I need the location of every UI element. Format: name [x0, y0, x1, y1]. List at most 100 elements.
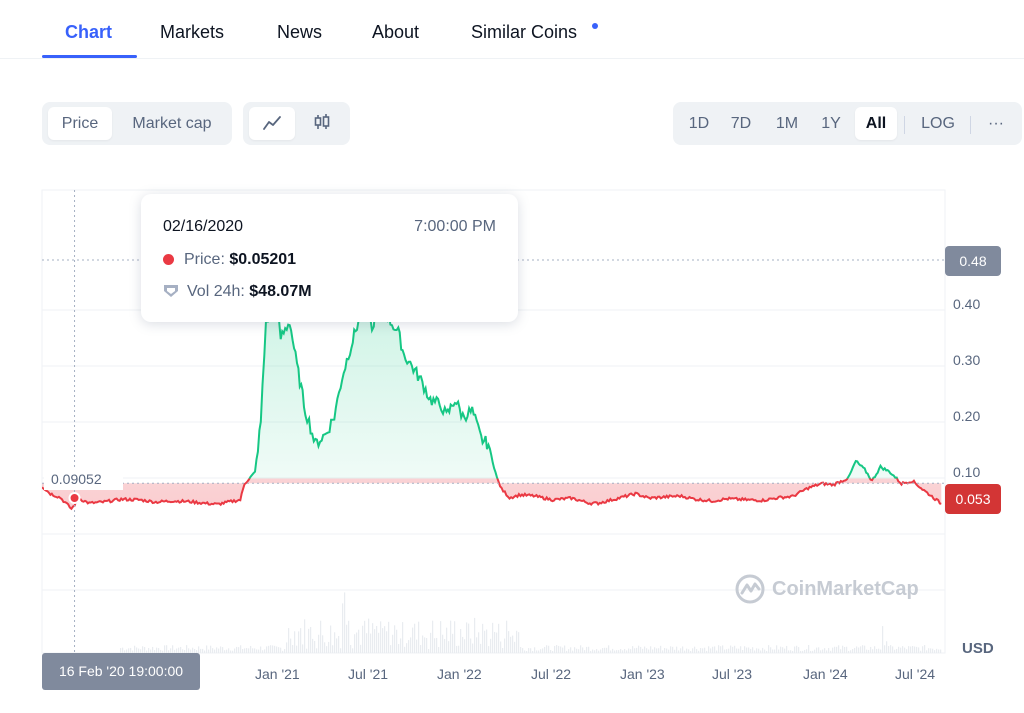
volume-bar	[234, 648, 236, 653]
tab-similar-coins[interactable]: Similar Coins	[471, 22, 578, 42]
range-1d-button[interactable]: 1D	[688, 115, 710, 132]
tab-markets[interactable]: Markets	[160, 22, 225, 42]
volume-bar	[480, 643, 482, 653]
volume-bar	[358, 629, 360, 653]
candlestick-chart-button[interactable]	[299, 107, 345, 140]
volume-bar	[546, 645, 548, 653]
volume-bar	[286, 642, 288, 653]
volume-bar	[306, 648, 308, 653]
volume-bar	[816, 647, 818, 653]
more-options-button[interactable]: ···	[988, 115, 1004, 132]
volume-bar	[496, 632, 498, 653]
volume-bar	[422, 635, 424, 653]
volume-bar	[312, 638, 314, 653]
volume-bar	[196, 650, 198, 653]
volume-bar	[324, 642, 326, 653]
volume-bar	[886, 641, 888, 653]
volume-bar	[802, 650, 804, 653]
volume-bar	[320, 620, 322, 653]
tab-about[interactable]: About	[372, 22, 420, 42]
tooltip-time: 7:00:00 PM	[414, 218, 496, 235]
volume-bar	[542, 648, 544, 653]
volume-bar	[690, 650, 692, 653]
volume-bar	[726, 649, 728, 653]
volume-bar	[282, 650, 284, 653]
volume-bar	[832, 647, 834, 653]
volume-bar	[264, 649, 266, 653]
volume-bar	[600, 649, 602, 653]
line-chart-button[interactable]	[249, 107, 295, 140]
volume-bar	[228, 648, 230, 653]
volume-bar	[850, 650, 852, 653]
volume-bar	[538, 650, 540, 653]
coinmarketcap-watermark: CoinMarketCap	[734, 574, 919, 604]
tooltip-date: 02/16/2020	[163, 218, 244, 235]
candlestick-icon	[314, 114, 330, 129]
volume-bar	[780, 646, 782, 653]
tooltip-price-label: Price:	[184, 251, 230, 268]
volume-bar	[720, 646, 722, 653]
volume-bar	[842, 645, 844, 653]
volume-bar	[518, 632, 520, 653]
range-1y-button[interactable]: 1Y	[821, 115, 841, 132]
tab-news[interactable]: News	[277, 22, 323, 42]
volume-bar	[778, 649, 780, 653]
volume-bar	[370, 633, 372, 653]
volume-bar	[774, 649, 776, 653]
volume-bar	[912, 645, 914, 653]
volume-bar	[572, 650, 574, 653]
volume-bar	[590, 650, 592, 653]
volume-bar	[510, 636, 512, 653]
volume-bar	[184, 649, 186, 653]
range-7d-button[interactable]: 7D	[730, 115, 752, 132]
volume-bar	[856, 646, 858, 653]
volume-bar	[362, 625, 364, 653]
volume-bar	[596, 649, 598, 653]
volume-bar	[266, 646, 268, 653]
volume-bar	[794, 646, 796, 653]
volume-bar	[748, 647, 750, 653]
volume-bar	[766, 650, 768, 653]
price-toggle-button[interactable]: Price	[48, 107, 112, 140]
baseline-price-label: 0.09052	[44, 468, 123, 490]
volume-bar	[404, 646, 406, 653]
volume-bar	[606, 647, 608, 653]
volume-bar	[380, 621, 382, 653]
volume-bar	[448, 641, 450, 653]
volume-bar	[682, 646, 684, 653]
volume-bar	[698, 650, 700, 653]
volume-bar	[626, 650, 628, 653]
volume-bar	[488, 646, 490, 653]
volume-bar	[168, 650, 170, 653]
volume-bar	[442, 634, 444, 653]
volume-bar	[250, 645, 252, 653]
volume-bar	[576, 648, 578, 653]
volume-bar	[888, 646, 890, 653]
volume-bar	[558, 645, 560, 653]
volume-bar	[674, 649, 676, 653]
volume-bar	[514, 641, 516, 653]
range-all-button[interactable]: All	[855, 107, 897, 140]
volume-bar	[456, 645, 458, 653]
chart-tooltip: 02/16/2020 7:00:00 PM Price: $0.05201 Vo…	[141, 194, 518, 322]
market-cap-toggle-button[interactable]: Market cap	[132, 115, 212, 132]
volume-bar	[750, 648, 752, 653]
volume-bar	[332, 645, 334, 653]
volume-bar	[700, 648, 702, 653]
volume-bar	[752, 647, 754, 653]
tab-chart[interactable]: Chart	[65, 22, 113, 42]
volume-bar	[156, 647, 158, 653]
volume-bar	[784, 648, 786, 653]
x-tick-label: Jul '23	[712, 666, 753, 682]
volume-bar	[738, 648, 740, 653]
volume-bar	[242, 649, 244, 653]
range-1m-button[interactable]: 1M	[775, 115, 799, 132]
volume-bar	[922, 646, 924, 653]
volume-bar	[390, 645, 392, 653]
volume-bar	[352, 648, 354, 653]
log-scale-button[interactable]: LOG	[921, 115, 955, 132]
x-tick-label: Jan '23	[620, 666, 665, 682]
tooltip-volume-value: $48.07M	[249, 283, 312, 300]
volume-bar	[586, 646, 588, 653]
